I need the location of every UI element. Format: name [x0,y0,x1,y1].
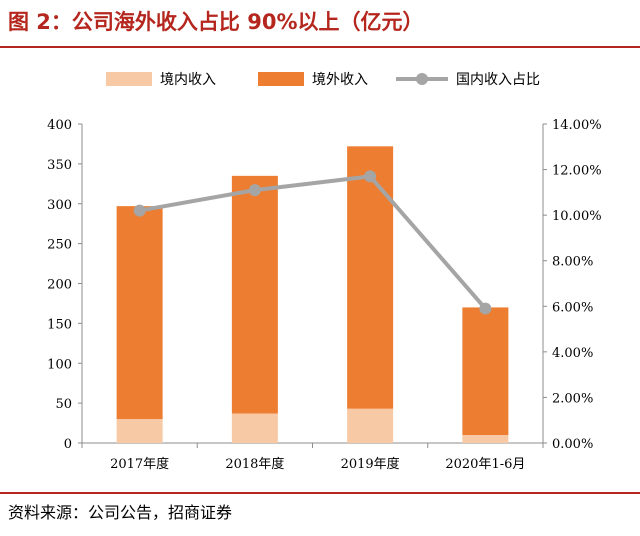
y-tick-label-left: 250 [47,238,72,253]
chart: 0 50 100 150 200 250 300 350 400 0.00% 2.00% 4.00% 6… [47,72,602,472]
y-tick-label-left: 400 [47,118,72,133]
bar [347,408,394,443]
source-rule [0,492,640,494]
y-tick-label-right: 4.00% [552,346,593,361]
legend-label: 国内收入占比 [456,72,540,88]
figure-title: 图 2：公司海外收入占比 90%以上（亿元） [8,10,424,34]
y-tick-label-left: 0 [64,437,72,452]
y-tick-label-left: 200 [47,278,72,293]
y-tick-label-left: 150 [47,317,72,332]
bar [347,146,394,409]
y-tick-label-right: 10.00% [552,209,602,224]
bar [116,206,163,420]
x-tick-label: 2018年度 [225,456,284,472]
bar [231,175,278,414]
x-tick-label: 2019年度 [341,456,400,472]
y-tick-label-right: 12.00% [552,164,602,179]
bar [231,413,278,443]
line-point [248,184,261,197]
line-series [139,174,487,310]
y-tick-label-right: 8.00% [552,255,593,270]
y-tick-label-left: 300 [47,198,72,213]
y-tick-label-right: 6.00% [552,300,593,315]
x-tick-label: 2017年度 [110,456,169,472]
legend-label: 境内收入 [160,72,216,88]
bar [116,419,163,443]
y-tick-label-right: 14.00% [552,118,602,133]
x-tick-label: 2020年1-6月 [445,457,525,472]
bar [462,307,509,436]
legend-marker [416,73,428,85]
title-rule [0,46,640,48]
source-note: 资料来源：公司公告，招商证券 [8,503,233,522]
y-tick-label-left: 350 [47,158,72,173]
legend-swatch [258,72,304,86]
legend-label: 境外收入 [312,72,368,88]
legend-swatch [106,72,152,86]
y-tick-label-right: 0.00% [552,437,593,452]
bar [462,435,509,443]
y-tick-label-left: 50 [55,397,72,412]
line-point [364,170,377,183]
y-tick-label-right: 2.00% [552,391,593,406]
line-point [133,204,146,217]
y-tick-label-left: 100 [47,357,72,372]
line-point [479,302,492,315]
